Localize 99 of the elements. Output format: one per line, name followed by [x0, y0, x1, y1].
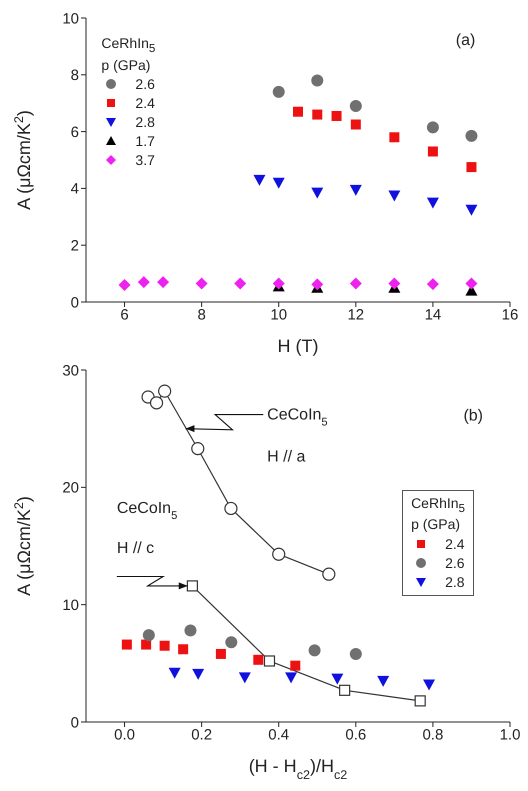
- x-tick-label: 0.6: [345, 726, 366, 744]
- point: [216, 648, 226, 659]
- x-axis-title: H (T): [278, 336, 318, 356]
- y-tick-label: 6: [70, 124, 79, 141]
- point: [426, 121, 439, 134]
- point: [322, 568, 336, 581]
- point: [428, 146, 438, 156]
- point: [253, 174, 266, 186]
- x-tick-label: 14: [424, 306, 442, 324]
- point: [350, 184, 362, 196]
- point: [426, 198, 439, 209]
- point: [350, 278, 362, 290]
- point: [389, 132, 400, 142]
- point: [290, 660, 300, 671]
- point: [423, 679, 436, 690]
- point: [272, 86, 285, 98]
- point: [157, 276, 170, 288]
- point: [186, 580, 198, 592]
- point: [311, 278, 324, 290]
- point: [308, 644, 321, 656]
- legend-title: CeRhIn$_{5}$ p (GPa): [411, 494, 466, 532]
- point: [225, 636, 238, 648]
- annotation: (a): [456, 32, 476, 49]
- x-tick-label: 10: [270, 306, 288, 324]
- point: [160, 640, 170, 651]
- x-tick-label: 12: [347, 306, 364, 324]
- x-tick-label: 16: [502, 306, 518, 324]
- point: [264, 655, 276, 667]
- point: [465, 130, 478, 142]
- point: [312, 110, 322, 120]
- y-tick-label: 0: [70, 294, 79, 312]
- legend-label: 2.4: [445, 536, 465, 552]
- point: [339, 684, 350, 696]
- x-tick-label: 0.8: [422, 726, 444, 744]
- point: [122, 640, 132, 650]
- point: [388, 190, 400, 202]
- annotation: H // a: [267, 448, 306, 466]
- x-tick-label: 0.0: [114, 726, 135, 744]
- point: [234, 278, 246, 290]
- point: [141, 640, 152, 650]
- point: [414, 695, 426, 706]
- point: [150, 396, 164, 410]
- legend-label: 2.8: [445, 574, 465, 590]
- legend-label: 2.6: [135, 76, 155, 92]
- point: [118, 278, 131, 291]
- x-tick-label: 6: [120, 306, 129, 324]
- point: [158, 384, 172, 398]
- legend-label: 1.7: [135, 133, 155, 150]
- x-tick-label: 0.2: [191, 726, 212, 744]
- point: [350, 648, 362, 660]
- y-tick-label: 30: [62, 362, 79, 380]
- legend-label: 2.8: [135, 114, 155, 130]
- x-tick-label: 0.4: [268, 726, 290, 744]
- point: [466, 162, 476, 172]
- point: [191, 442, 204, 456]
- point: [192, 668, 204, 680]
- point: [168, 668, 181, 679]
- point: [142, 629, 155, 642]
- point: [272, 548, 286, 561]
- annotation: CeCoIn$_{5}$: [267, 406, 328, 428]
- x-tick-label: 1.0: [500, 726, 520, 744]
- point: [331, 674, 344, 685]
- point: [253, 654, 264, 665]
- point: [293, 106, 303, 117]
- y-tick-label: 4: [70, 180, 79, 198]
- y-tick-label: 10: [62, 596, 79, 614]
- point: [196, 278, 208, 290]
- annotation: H // c: [116, 540, 154, 558]
- legend-label: 2.6: [445, 554, 465, 571]
- point: [178, 644, 188, 654]
- point: [184, 624, 196, 636]
- annotation: CeCoIn$_{5}$: [116, 500, 178, 522]
- point: [377, 676, 390, 687]
- point: [272, 178, 285, 189]
- y-tick-label: 8: [70, 67, 79, 84]
- legend-label: 2.4: [135, 95, 155, 112]
- point: [224, 502, 238, 516]
- y-tick-label: 2: [70, 238, 79, 255]
- y-tick-label: 0: [70, 714, 79, 732]
- point: [311, 188, 324, 199]
- point: [350, 120, 361, 130]
- legend-title: CeRhIn$_{5}$ p (GPa): [101, 35, 156, 73]
- y-tick-label: 20: [62, 480, 79, 497]
- point: [285, 672, 298, 684]
- point: [350, 100, 362, 112]
- point: [138, 276, 150, 288]
- point: [272, 278, 285, 290]
- legend-label: 3.7: [135, 152, 155, 168]
- point: [465, 204, 478, 216]
- point: [388, 278, 400, 290]
- y-tick-label: 10: [62, 10, 79, 28]
- point: [465, 278, 478, 290]
- point: [238, 672, 251, 684]
- x-axis-title: (H - H$_{c2}$)/H$_{c2}$: [248, 756, 348, 782]
- point: [311, 74, 324, 86]
- point: [332, 110, 342, 121]
- x-tick-label: 8: [197, 306, 206, 324]
- point: [426, 278, 439, 290]
- annotation: (b): [463, 407, 484, 424]
